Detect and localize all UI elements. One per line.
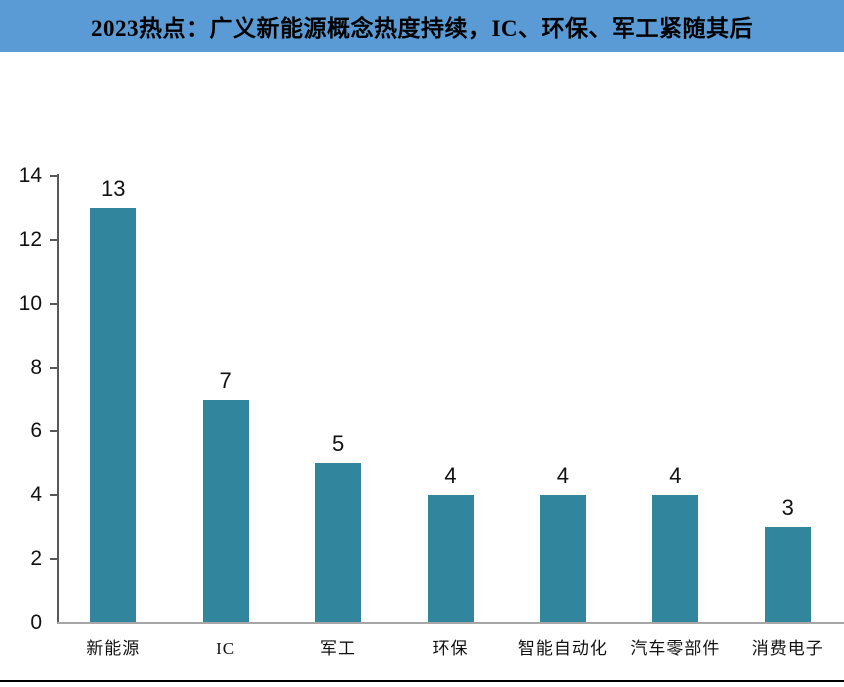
x-category-label: 消费电子 [751,639,824,658]
x-category-label: 环保 [432,639,469,658]
bar-3 [315,463,362,622]
y-tick-mark [50,175,57,177]
bar-value-label: 4 [669,463,682,489]
y-tick-label: 2 [30,547,42,571]
y-tick-mark [50,494,57,497]
x-axis-line [57,622,844,624]
bar-value-label: 13 [100,175,126,201]
y-tick-label: 12 [18,227,42,251]
y-tick-label: 8 [30,355,42,379]
x-category-label: 军工 [320,639,357,658]
bar-4 [427,495,474,622]
bottom-divider [0,680,844,682]
y-tick-label: 10 [18,291,42,315]
bar-value-label: 4 [556,463,570,489]
y-tick-mark [50,558,57,561]
y-tick-label: 6 [30,419,42,443]
bar-1 [90,207,137,622]
bar-6 [652,495,699,622]
y-tick-mark [50,366,57,369]
chart-title: 2023热点：广义新能源概念热度持续，IC、环保、军工紧随其后 [90,16,754,41]
x-category-label: 新能源 [86,639,141,658]
bar-5 [539,495,586,622]
y-tick-mark [50,430,57,433]
x-category-label: IC [216,639,236,658]
x-category-label: 汽车零部件 [630,639,721,658]
bar-2 [202,399,249,622]
bar-value-label: 4 [444,463,457,489]
bar-value-label: 5 [331,431,345,457]
y-tick-mark [50,238,57,241]
y-tick-mark [50,302,57,305]
bar-value-label: 7 [219,367,232,393]
bar-value-label: 3 [781,495,794,521]
bar-7 [764,527,811,622]
chart-title-bar: 2023热点：广义新能源概念热度持续，IC、环保、军工紧随其后 [0,0,844,52]
y-tick-label: 4 [30,483,42,507]
y-tick-label: 0 [30,611,42,634]
x-category-label: 智能自动化 [517,639,608,658]
y-tick-label: 14 [18,164,42,187]
y-axis-line [57,174,59,623]
